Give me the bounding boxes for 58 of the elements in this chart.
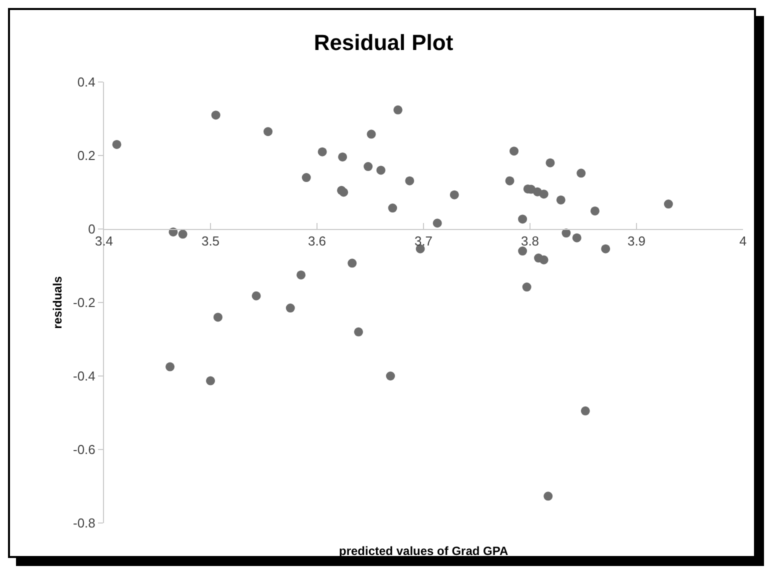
point bbox=[386, 372, 395, 380]
point bbox=[339, 188, 348, 197]
point bbox=[518, 214, 528, 224]
point bbox=[364, 162, 373, 172]
point bbox=[405, 176, 414, 186]
point bbox=[112, 140, 122, 149]
y-tick-label: -0.4 bbox=[72, 368, 96, 384]
x-tick-label: 3.9 bbox=[627, 234, 646, 249]
point bbox=[178, 230, 188, 239]
point bbox=[354, 327, 364, 336]
point bbox=[296, 270, 306, 280]
y-tick-label: -0.6 bbox=[72, 442, 96, 458]
point bbox=[388, 204, 398, 213]
y-tick-label: -0.8 bbox=[72, 516, 96, 531]
point bbox=[211, 110, 220, 120]
x-tick-label: 3.7 bbox=[414, 234, 433, 249]
x-tick-label: 3.4 bbox=[94, 234, 114, 249]
x-tick-label: 3.8 bbox=[520, 234, 540, 249]
point bbox=[505, 176, 514, 186]
y-tick-label: 0.2 bbox=[77, 148, 96, 164]
point bbox=[518, 246, 528, 256]
x-tick-label: 3.6 bbox=[308, 234, 326, 249]
point bbox=[539, 255, 548, 264]
y-tick-label: 0 bbox=[88, 222, 96, 237]
point bbox=[601, 244, 610, 254]
point bbox=[252, 291, 261, 300]
point bbox=[590, 206, 600, 216]
y-axis-title: residuals bbox=[50, 276, 64, 329]
point bbox=[544, 492, 553, 501]
point bbox=[264, 127, 273, 136]
point bbox=[576, 168, 586, 178]
point bbox=[366, 130, 376, 139]
point bbox=[286, 304, 295, 313]
point bbox=[166, 362, 175, 372]
point bbox=[213, 312, 222, 322]
point bbox=[318, 147, 327, 156]
point bbox=[556, 195, 566, 204]
point bbox=[206, 376, 215, 386]
y-tick-label: -0.2 bbox=[72, 295, 96, 310]
y-tick-label: 0.4 bbox=[77, 74, 96, 90]
x-axis-title: predicted values of Grad GPA bbox=[339, 544, 508, 558]
point bbox=[338, 152, 348, 162]
point bbox=[348, 258, 357, 268]
point bbox=[539, 190, 548, 199]
point bbox=[393, 105, 402, 114]
point bbox=[580, 406, 590, 416]
point bbox=[546, 158, 555, 168]
point bbox=[510, 146, 519, 156]
chart-title: Residual Plot bbox=[314, 30, 454, 55]
point bbox=[572, 233, 582, 242]
x-tick-label: 3.5 bbox=[201, 234, 220, 249]
x-tick-label: 4 bbox=[739, 234, 747, 249]
point bbox=[302, 173, 311, 182]
point bbox=[450, 190, 459, 200]
point bbox=[432, 218, 442, 228]
point bbox=[664, 200, 673, 209]
point bbox=[522, 282, 532, 292]
point bbox=[376, 166, 386, 175]
